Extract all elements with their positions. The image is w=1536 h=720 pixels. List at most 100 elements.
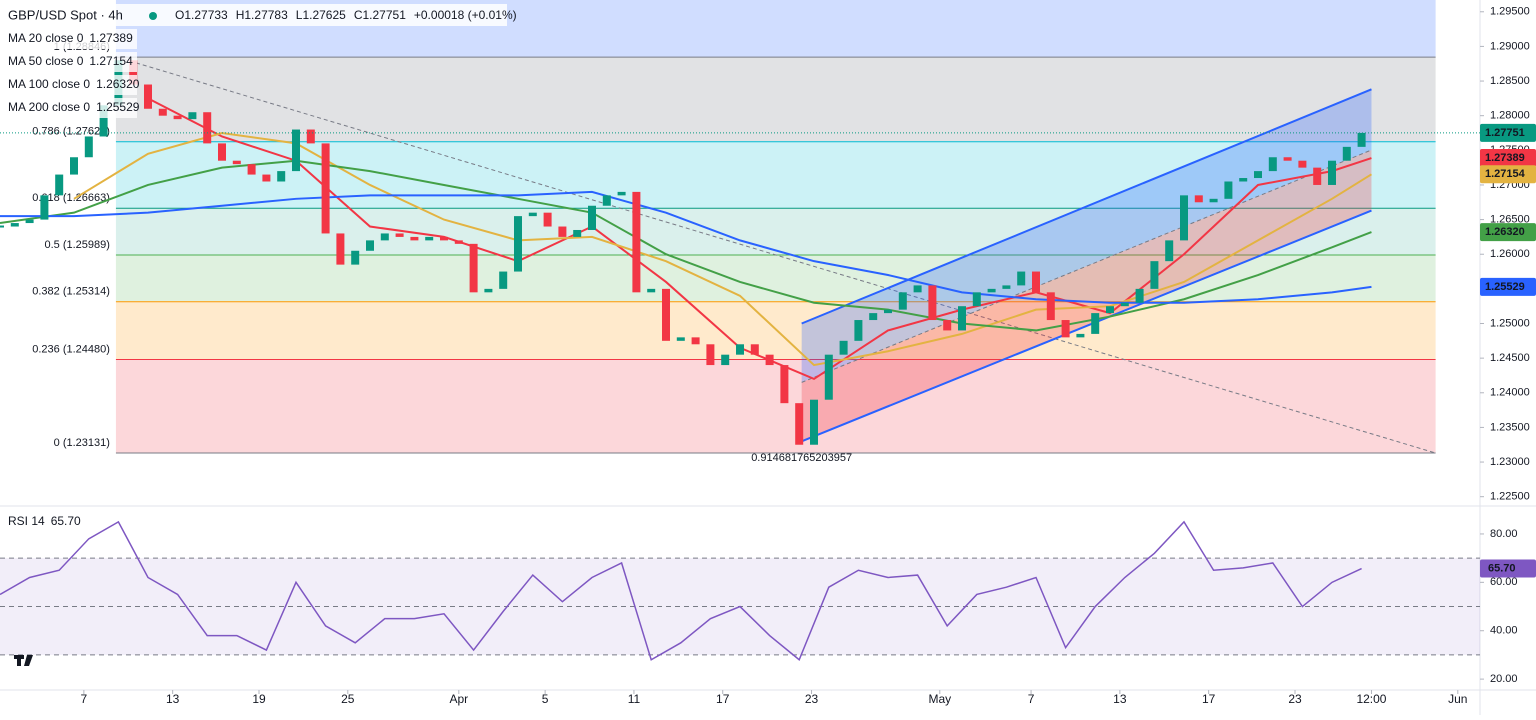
x-tick-label: 12:00 xyxy=(1356,692,1386,706)
x-tick-label: 25 xyxy=(341,692,355,706)
candle xyxy=(588,205,596,230)
x-tick-label: Apr xyxy=(449,692,468,706)
candle xyxy=(1017,271,1026,286)
annotation: 0.914681765203957 xyxy=(751,452,852,464)
candle xyxy=(99,105,108,137)
price-badge xyxy=(1480,277,1536,296)
ohlc-value: H1.27783 xyxy=(236,8,288,22)
candle xyxy=(1046,292,1055,321)
candle xyxy=(188,112,197,120)
candle xyxy=(321,143,330,234)
candle xyxy=(1342,146,1351,161)
candle xyxy=(499,271,508,289)
candle xyxy=(884,309,892,314)
price-badge-label: 1.27751 xyxy=(1485,127,1525,139)
candle xyxy=(84,136,93,158)
legend-name: MA 200 close 0 xyxy=(8,100,90,114)
price-badge-label: 1.25529 xyxy=(1485,281,1525,293)
candle xyxy=(262,174,271,182)
legend-box xyxy=(2,75,137,95)
candle xyxy=(1032,271,1040,293)
legend-value: 1.25529 xyxy=(96,100,140,114)
y-tick-label: 40.00 xyxy=(1490,625,1518,637)
candle xyxy=(839,340,848,355)
x-tick-label: 13 xyxy=(166,692,180,706)
y-tick-label: 80.00 xyxy=(1490,528,1518,540)
candle xyxy=(1180,195,1188,241)
panel-title: RSI 14 xyxy=(8,514,45,528)
legend-value: 1.27389 xyxy=(89,31,133,45)
x-tick-label: 7 xyxy=(1028,692,1035,706)
candle xyxy=(795,403,804,445)
candle xyxy=(40,195,49,220)
candle xyxy=(1091,313,1100,334)
candle xyxy=(662,288,670,341)
x-tick-label: 23 xyxy=(805,692,819,706)
candle xyxy=(780,365,789,404)
candle xyxy=(514,216,522,272)
channel-lower xyxy=(801,209,1372,443)
candle xyxy=(158,108,167,116)
candle xyxy=(706,344,715,366)
x-tick-label: May xyxy=(928,692,951,706)
candle xyxy=(869,313,878,321)
legend-value: 1.26320 xyxy=(96,77,140,91)
candle xyxy=(721,354,730,366)
y-tick-label: 1.25000 xyxy=(1490,317,1530,329)
candle xyxy=(632,191,641,293)
candle xyxy=(1120,302,1129,307)
x-tick-label: 19 xyxy=(252,692,266,706)
fib-zone xyxy=(115,254,1436,302)
price-badge xyxy=(1480,149,1536,168)
price-badge-label: 1.27154 xyxy=(1485,168,1526,180)
candle xyxy=(218,143,226,161)
logo-mark xyxy=(17,655,21,666)
candle xyxy=(824,354,833,400)
candle xyxy=(292,129,300,172)
trendline xyxy=(115,56,1436,454)
candle xyxy=(1239,178,1248,182)
ma-line xyxy=(147,97,1372,381)
legend-box xyxy=(2,98,137,118)
candle xyxy=(144,84,152,109)
candle xyxy=(528,212,537,217)
legend-name: MA 100 close 0 xyxy=(8,77,90,91)
price-badge-label: 1.27389 xyxy=(1485,152,1525,164)
fib-label: 0.236 (1.24480) xyxy=(32,343,110,355)
candle xyxy=(1357,132,1366,147)
y-tick-label: 1.24000 xyxy=(1490,387,1530,399)
candle xyxy=(1283,157,1292,161)
candle xyxy=(1165,240,1174,262)
channel-mid xyxy=(801,149,1372,383)
candle xyxy=(410,236,419,241)
candle xyxy=(1313,167,1322,185)
candle xyxy=(306,129,315,144)
candle xyxy=(70,157,78,175)
candle xyxy=(484,288,493,293)
legend-box xyxy=(2,4,507,26)
candle xyxy=(336,233,345,265)
y-tick-label: 1.29000 xyxy=(1490,40,1530,52)
candle xyxy=(558,226,567,237)
candle xyxy=(647,288,656,293)
y-tick-label: 1.22500 xyxy=(1490,491,1530,503)
candle xyxy=(898,292,907,310)
y-tick-label: 20.00 xyxy=(1490,673,1518,685)
y-tick-label: 1.26000 xyxy=(1490,248,1530,260)
x-tick-label: 17 xyxy=(1202,692,1216,706)
fib-label: 0.618 (1.26663) xyxy=(32,192,110,204)
candle xyxy=(0,225,4,228)
fib-label: 0.5 (1.25989) xyxy=(44,239,109,251)
candle xyxy=(736,344,744,355)
candle xyxy=(987,288,996,293)
candle xyxy=(573,229,582,237)
candle xyxy=(380,233,389,241)
candle xyxy=(1061,320,1070,338)
candle xyxy=(1002,285,1011,289)
candle xyxy=(1254,171,1262,179)
candle xyxy=(1194,195,1203,203)
candle xyxy=(366,240,374,251)
candle xyxy=(617,191,626,196)
legend-name: MA 20 close 0 xyxy=(8,31,84,45)
